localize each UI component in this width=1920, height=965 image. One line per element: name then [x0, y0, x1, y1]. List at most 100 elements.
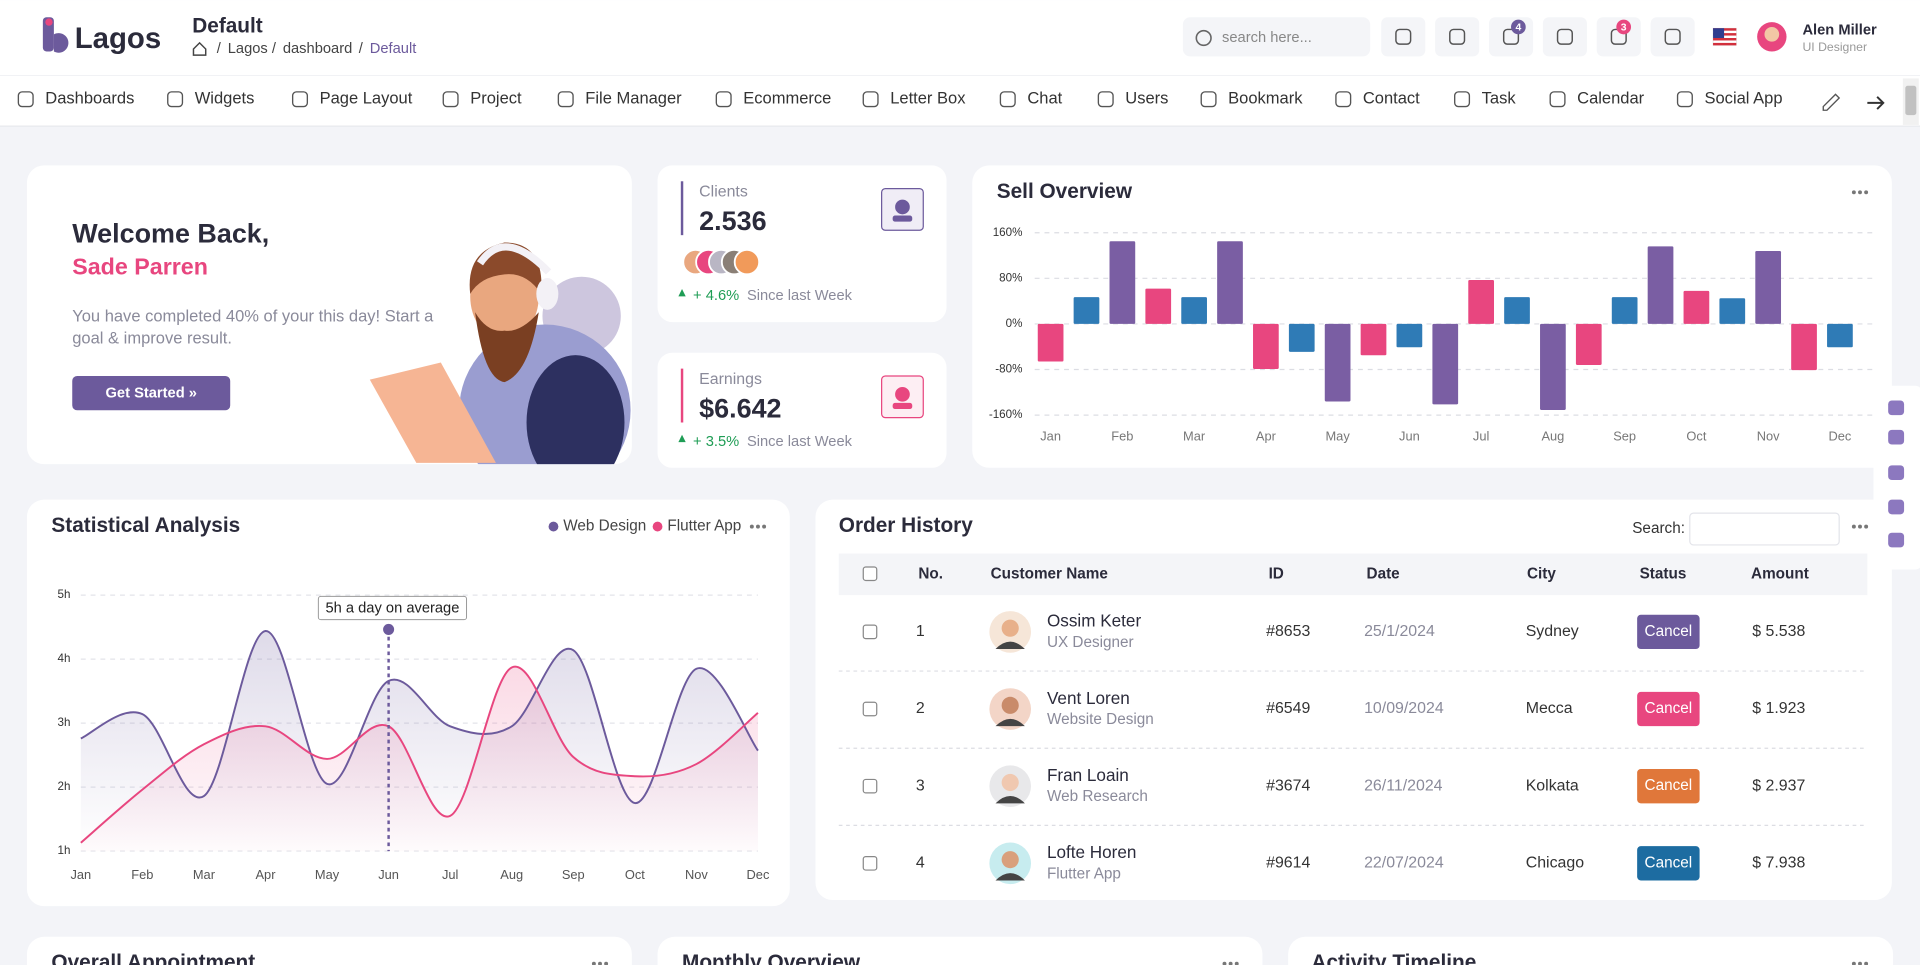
nav-item[interactable]: Users: [1125, 89, 1168, 108]
y-tick-label: 0%: [1006, 317, 1023, 330]
status-label[interactable]: Cancel: [1645, 777, 1693, 794]
welcome-message: You have completed 40% of your this day!…: [72, 307, 434, 326]
button-label[interactable]: Get Started »: [106, 386, 197, 402]
nav-icon: [17, 91, 34, 108]
customer-avatar-face: [1001, 696, 1019, 714]
order-date: 26/11/2024: [1364, 777, 1443, 794]
nav-item[interactable]: Page Layout: [320, 89, 413, 108]
nav-next[interactable]: [1867, 96, 1885, 110]
logo-icon: [53, 33, 69, 53]
order-amount: $ 5.538: [1752, 623, 1805, 640]
x-tick-label: Jan: [70, 867, 91, 882]
status-button[interactable]: [1637, 846, 1700, 881]
chart-card: [972, 165, 1892, 468]
nav-item[interactable]: Project: [470, 89, 522, 108]
bar: [1827, 323, 1853, 348]
nav-icon: [1549, 91, 1566, 108]
menu-dot: [1851, 524, 1856, 529]
nav-item[interactable]: Task: [1482, 89, 1517, 108]
order-id: #9614: [1266, 855, 1310, 872]
card-title: Monthly Overview: [682, 951, 861, 965]
menu-dot: [1864, 524, 1869, 529]
nav-item[interactable]: File Manager: [585, 89, 682, 108]
checkbox[interactable]: [862, 566, 878, 582]
icon: [1664, 28, 1681, 45]
stat-change: + 4.6%: [693, 288, 739, 304]
breadcrumb-item[interactable]: Lagos: [228, 41, 268, 57]
flag-stripe: [1713, 33, 1737, 36]
stat-icon-glyph: [895, 199, 910, 215]
nav-item[interactable]: Dashboards: [45, 89, 134, 108]
breadcrumb-item[interactable]: dashboard: [283, 41, 352, 57]
bar: [1145, 288, 1172, 324]
bar: [1755, 250, 1782, 324]
order-amount: $ 1.923: [1752, 700, 1805, 717]
bar: [1396, 323, 1423, 348]
nav-item[interactable]: Chat: [1027, 89, 1062, 108]
status-button[interactable]: [1637, 691, 1700, 727]
breadcrumb-item[interactable]: Default: [370, 41, 417, 57]
menu-dot: [1222, 961, 1227, 965]
icon-button[interactable]: [1488, 17, 1534, 57]
nav-icon: [557, 91, 574, 108]
side-panel-icon[interactable]: [1888, 465, 1905, 481]
x-tick-label: Nov: [1757, 429, 1780, 444]
x-tick-label: Aug: [500, 867, 523, 882]
status-label[interactable]: Cancel: [1645, 700, 1693, 717]
nav-item[interactable]: Ecommerce: [743, 89, 831, 108]
icon-button[interactable]: [1650, 17, 1695, 57]
side-panel-icon[interactable]: [1888, 429, 1905, 445]
customer-role: Web Research: [1047, 788, 1148, 805]
search-input[interactable]: [1689, 512, 1840, 546]
nav-item[interactable]: Widgets: [195, 89, 255, 108]
trend-up: [678, 434, 686, 443]
icon-button[interactable]: [1435, 17, 1480, 57]
icon-button[interactable]: [1381, 17, 1426, 57]
card: [657, 936, 1263, 965]
customer-name: Ossim Keter: [1047, 611, 1142, 631]
nav-item[interactable]: Contact: [1363, 89, 1420, 108]
bar: [1504, 297, 1530, 324]
order-city: Mecca: [1526, 700, 1573, 717]
icon: [1556, 28, 1573, 45]
table-card: [815, 499, 1892, 901]
card-title: Activity Timeline: [1311, 951, 1476, 965]
get-started-button[interactable]: [72, 375, 231, 411]
customer-avatar-face: [1001, 619, 1019, 637]
card-title: Overall Appointment: [51, 951, 255, 965]
search-label: Search:: [1632, 520, 1685, 537]
user-name: Alen Miller: [1802, 23, 1877, 39]
checkbox[interactable]: [862, 855, 878, 871]
side-panel-icon[interactable]: [1888, 400, 1905, 416]
status-button[interactable]: [1637, 614, 1700, 650]
nav-icon: [1335, 91, 1352, 108]
x-tick-label: Jan: [1040, 429, 1061, 444]
nav-item[interactable]: Social App: [1704, 89, 1782, 108]
customer-avatar-face: [1001, 773, 1019, 792]
checkbox[interactable]: [862, 701, 878, 717]
nav-item[interactable]: Letter Box: [890, 89, 966, 108]
customer-role: UX Designer: [1047, 634, 1134, 651]
breadcrumb-separator: /: [217, 41, 222, 57]
side-panel-icon[interactable]: [1888, 499, 1905, 515]
side-panel-icon[interactable]: [1888, 532, 1905, 548]
search-box[interactable]: [1182, 17, 1371, 57]
checkbox[interactable]: [862, 778, 878, 794]
bar: [1181, 297, 1207, 324]
icon-button[interactable]: [1542, 17, 1587, 57]
checkbox[interactable]: [862, 624, 878, 640]
x-tick-label: Sep: [562, 867, 585, 882]
y-tick-label: 1h: [58, 844, 71, 857]
menu-dot: [591, 961, 596, 965]
column-header: Status: [1640, 565, 1687, 582]
nav-item[interactable]: Calendar: [1577, 89, 1645, 108]
order-amount: $ 7.938: [1752, 855, 1805, 872]
bar: [1683, 290, 1710, 324]
y-tick-label: 80%: [999, 271, 1022, 284]
stat-icon-glyph: [895, 386, 910, 402]
status-label[interactable]: Cancel: [1645, 854, 1693, 871]
nav-item[interactable]: Bookmark: [1228, 89, 1303, 108]
status-label[interactable]: Cancel: [1645, 623, 1693, 640]
status-button[interactable]: [1637, 769, 1700, 804]
